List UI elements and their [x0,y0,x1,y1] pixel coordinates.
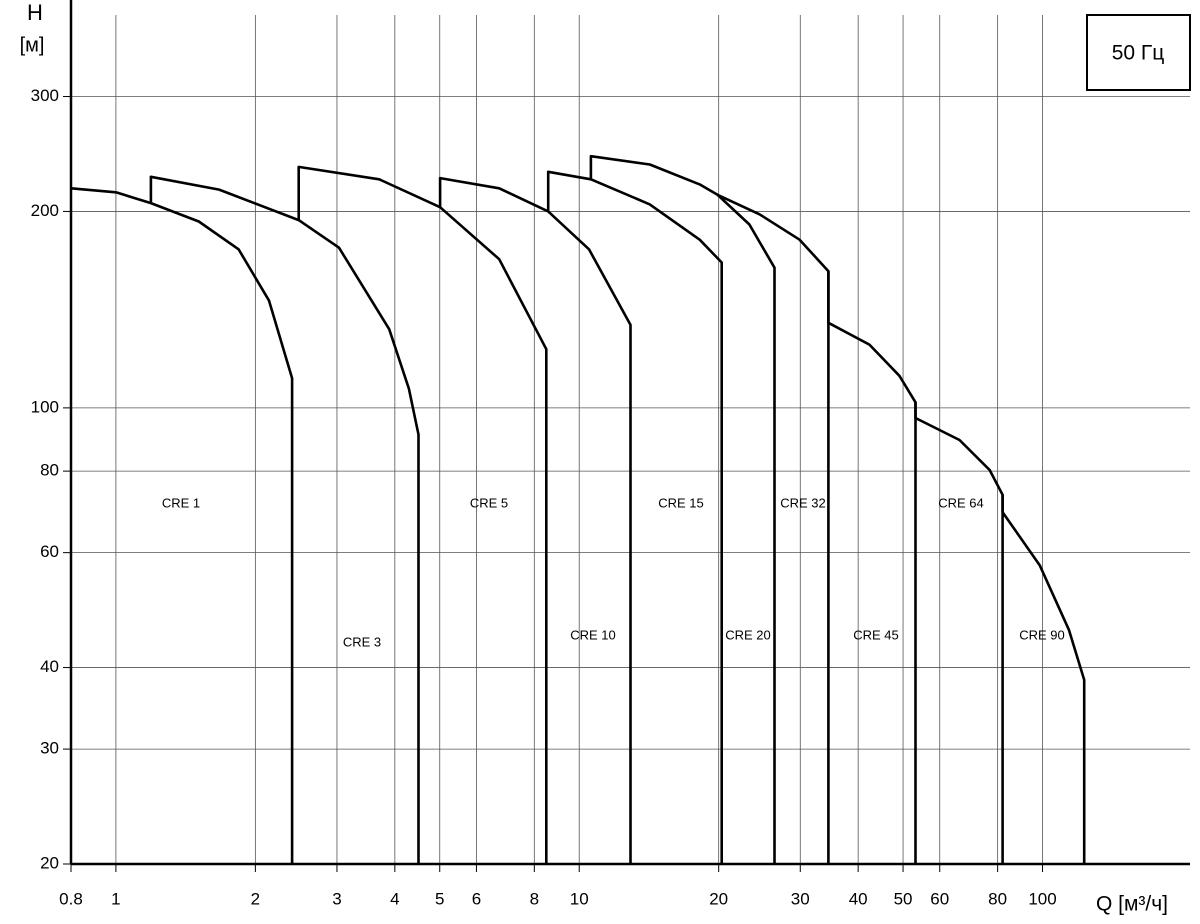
x-tick-label: 8 [530,889,539,908]
y-tick-label: 300 [31,86,59,105]
series-label: CRE 45 [853,627,899,642]
pump-curve [589,154,776,864]
badge: 50 Гц [1112,42,1165,65]
x-tick-label: 5 [435,889,444,908]
series-label: CRE 10 [570,627,616,642]
y-tick-label: 80 [40,461,59,480]
series-label: CRE 3 [343,634,381,649]
y-axis-label: H [27,0,43,25]
series-label: CRE 15 [658,495,704,510]
pump-curve [1001,494,1086,864]
series-label: CRE 5 [470,495,508,510]
series-label: CRE 32 [780,495,826,510]
series-label: CRE 64 [938,495,984,510]
x-tick-label: 1 [111,889,120,908]
x-tick-label: 6 [472,889,481,908]
x-axis-label: Q [м³/ч] [1096,893,1168,916]
pump-curve [70,187,294,864]
y-axis-unit: [м] [20,34,45,56]
badge-box [1086,14,1191,91]
series-label: CRE 90 [1019,627,1065,642]
y-tick-label: 30 [40,739,59,758]
x-tick-label: 20 [709,889,728,908]
x-tick-label: 3 [332,889,341,908]
y-tick-label: 20 [40,853,59,872]
y-tick-label: 100 [31,397,59,416]
y-tick-label: 60 [40,542,59,561]
x-tick-label: 10 [570,889,589,908]
x-tick-label: 60 [930,889,949,908]
x-tick-label: 0.8 [59,889,83,908]
x-tick-label: 4 [390,889,399,908]
x-tick-label: 50 [894,889,913,908]
pump-curve [914,402,1004,864]
x-tick-label: 100 [1028,889,1056,908]
series-label: CRE 1 [162,495,200,510]
x-tick-label: 80 [988,889,1007,908]
series-label: CRE 20 [725,627,771,642]
x-tick-label: 2 [251,889,260,908]
x-tick-label: 30 [791,889,810,908]
x-tick-label: 40 [849,889,868,908]
pump-curve [717,193,830,864]
pump-curve [827,271,917,864]
pump-curve [546,170,723,864]
pump-curve [149,175,420,864]
y-tick-label: 200 [31,201,59,220]
y-tick-label: 40 [40,657,59,676]
